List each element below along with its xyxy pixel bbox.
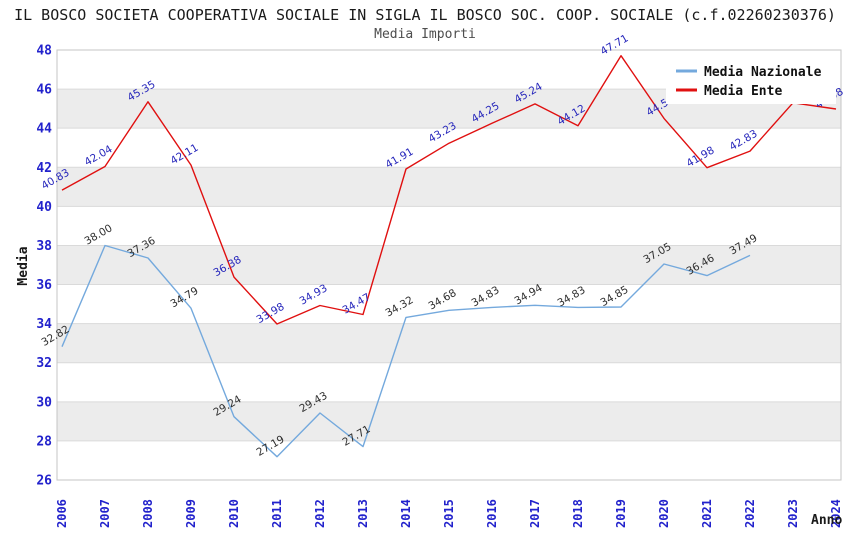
x-tick-label: 2020 (657, 499, 671, 528)
y-tick-label: 40 (36, 200, 52, 215)
x-tick-label: 2010 (227, 499, 241, 528)
x-tick-label: 2013 (356, 499, 370, 528)
x-tick-label: 2007 (98, 499, 112, 528)
data-point-label: 34.85 (598, 284, 630, 309)
data-point-label: 38.00 (82, 222, 114, 247)
x-tick-label: 2018 (571, 499, 585, 528)
data-point-label: 42.11 (168, 142, 200, 167)
x-tick-label: 2021 (700, 499, 714, 528)
y-tick-label: 30 (36, 395, 52, 410)
y-tick-label: 32 (36, 356, 52, 371)
y-tick-label: 34 (36, 317, 52, 332)
data-point-label: 34.93 (297, 282, 329, 307)
x-axis-title: Anno (811, 513, 842, 528)
x-tick-label: 2008 (141, 499, 155, 528)
x-tick-label: 2022 (743, 499, 757, 528)
grid-band (57, 167, 841, 207)
legend-label-nazionale: Media Nazionale (704, 65, 822, 80)
x-tick-label: 2015 (442, 499, 456, 528)
y-tick-label: 44 (36, 122, 52, 137)
x-tick-label: 2009 (184, 499, 198, 528)
legend-background (666, 54, 836, 104)
y-tick-label: 28 (36, 434, 52, 449)
data-point-label: 34.83 (555, 284, 587, 309)
grid-band (57, 245, 841, 285)
series-line-ente (61, 55, 837, 325)
x-tick-label: 2016 (485, 499, 499, 528)
y-tick-label: 36 (36, 278, 52, 293)
data-point-label: 34.94 (512, 282, 544, 308)
data-point-label: 34.68 (426, 287, 458, 312)
x-tick-label: 2017 (528, 499, 542, 528)
x-tick-label: 2012 (313, 499, 327, 528)
x-tick-label: 2024 (829, 499, 843, 528)
x-tick-label: 2023 (786, 499, 800, 528)
y-tick-label: 26 (36, 474, 52, 489)
data-point-label: 42.83 (727, 128, 759, 153)
grid-band (57, 401, 841, 441)
y-tick-label: 42 (36, 161, 52, 176)
y-tick-label: 38 (36, 239, 52, 254)
legend: Media Nazionale Media Ente (666, 54, 836, 104)
data-point-label: 47.71 (598, 32, 630, 57)
plot-border (56, 49, 842, 481)
series-line-nazionale (61, 244, 751, 458)
data-point-label: 34.79 (168, 285, 200, 310)
chart-title: IL BOSCO SOCIETA COOPERATIVA SOCIALE IN … (14, 6, 836, 24)
x-tick-label: 2011 (270, 499, 284, 528)
x-tick-label: 2014 (399, 499, 413, 528)
x-tick-label: 2019 (614, 499, 628, 528)
y-axis-title: Media (16, 246, 31, 285)
y-tick-label: 48 (36, 44, 52, 59)
x-tick-label: 2006 (55, 499, 69, 528)
chart-subtitle: Media Importi (374, 27, 476, 42)
data-point-label: 34.32 (383, 294, 415, 319)
data-point-label: 34.83 (469, 284, 501, 309)
y-tick-label: 46 (36, 83, 52, 98)
legend-label-ente: Media Ente (704, 84, 782, 99)
grid-band (57, 323, 841, 363)
data-point-label: 42.04 (82, 143, 114, 169)
